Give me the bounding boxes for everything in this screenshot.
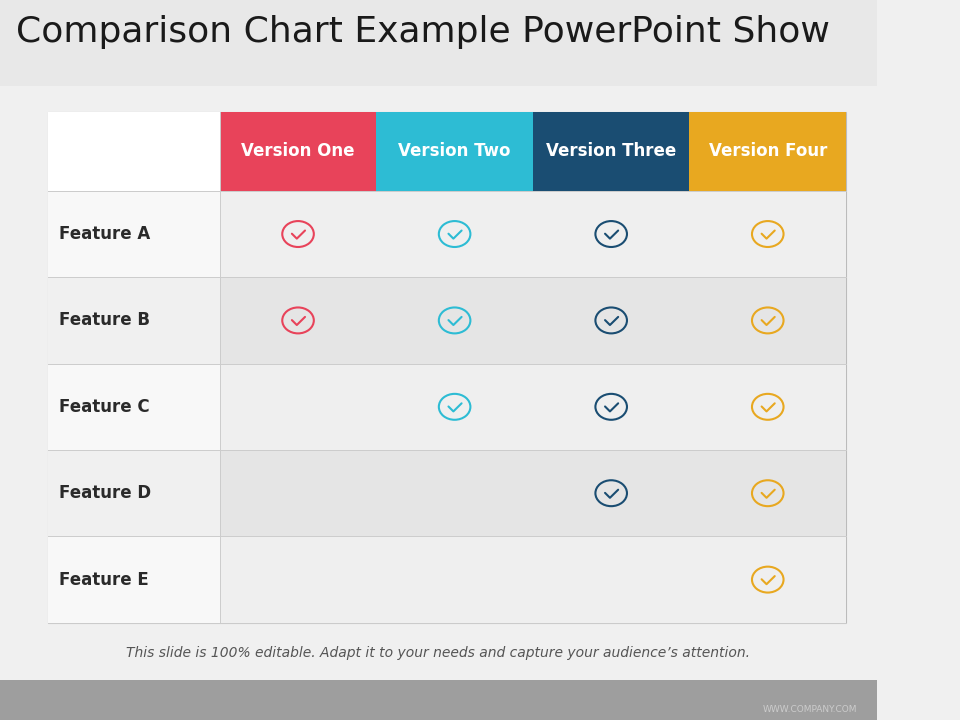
Bar bbox=[220, 112, 376, 191]
Text: Version Three: Version Three bbox=[546, 143, 676, 161]
Text: Feature E: Feature E bbox=[59, 571, 149, 589]
Bar bbox=[48, 364, 846, 450]
Bar bbox=[533, 112, 689, 191]
Text: Version Two: Version Two bbox=[398, 143, 511, 161]
Bar bbox=[0, 680, 876, 720]
Bar bbox=[48, 536, 220, 623]
Text: Feature D: Feature D bbox=[59, 485, 151, 503]
Bar bbox=[48, 112, 846, 623]
Text: Version One: Version One bbox=[241, 143, 355, 161]
Text: Feature C: Feature C bbox=[59, 398, 150, 416]
Text: WWW.COMPANY.COM: WWW.COMPANY.COM bbox=[763, 706, 857, 714]
Bar bbox=[48, 277, 220, 364]
Bar bbox=[48, 277, 846, 364]
Bar bbox=[48, 191, 220, 277]
Text: This slide is 100% editable. Adapt it to your needs and capture your audience’s : This slide is 100% editable. Adapt it to… bbox=[127, 646, 751, 660]
Bar bbox=[689, 112, 846, 191]
Bar bbox=[0, 0, 876, 86]
Text: Comparison Chart Example PowerPoint Show: Comparison Chart Example PowerPoint Show bbox=[15, 15, 829, 50]
Bar bbox=[48, 364, 220, 450]
Bar bbox=[48, 536, 846, 623]
Bar bbox=[48, 450, 220, 536]
Bar bbox=[48, 450, 846, 536]
Bar bbox=[48, 191, 846, 277]
Text: Version Four: Version Four bbox=[708, 143, 827, 161]
Bar bbox=[376, 112, 533, 191]
Bar bbox=[48, 112, 220, 191]
Text: Feature A: Feature A bbox=[59, 225, 150, 243]
Text: Feature B: Feature B bbox=[59, 312, 150, 330]
